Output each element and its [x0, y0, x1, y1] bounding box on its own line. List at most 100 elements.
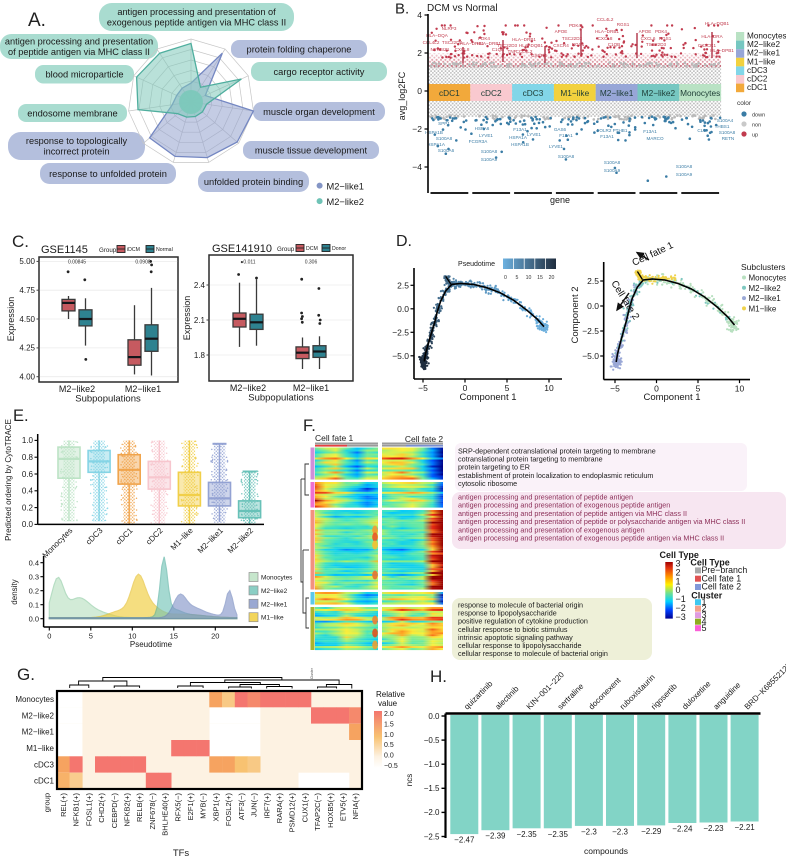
svg-text:Group: Group: [277, 246, 295, 253]
svg-text:M2−like1: M2−like1: [125, 384, 161, 394]
svg-text:5: 5: [702, 623, 707, 633]
svg-text:S100A9: S100A9: [481, 157, 498, 162]
svg-text:0.0: 0.0: [29, 615, 39, 624]
svg-text:protein targeting to ER: protein targeting to ER: [458, 463, 530, 472]
svg-text:M2−like2: M2−like2: [230, 383, 266, 393]
svg-text:gene: gene: [550, 195, 570, 205]
svg-text:Subpopulations: Subpopulations: [75, 394, 141, 405]
svg-text:XBP1(+): XBP1(+): [211, 792, 220, 821]
svg-text:FCGR3A: FCGR3A: [469, 139, 489, 144]
svg-text:0.2: 0.2: [22, 503, 34, 512]
svg-text:0.0: 0.0: [428, 712, 440, 721]
svg-text:down: down: [752, 113, 765, 119]
svg-text:0: 0: [463, 383, 468, 393]
svg-text:NFKB2(+): NFKB2(+): [122, 793, 131, 827]
svg-text:HLA−DRA: HLA−DRA: [701, 34, 723, 39]
svg-text:C1QB: C1QB: [608, 42, 621, 47]
svg-text:Component 2: Component 2: [570, 286, 581, 343]
svg-text:M1−like: M1−like: [749, 304, 777, 313]
svg-text:antigen processing and present: antigen processing and presentation of p…: [458, 509, 687, 518]
svg-text:SRP-dependent cotranslational: SRP-dependent cotranslational protein ta…: [458, 447, 656, 456]
svg-text:−2.35: −2.35: [548, 830, 569, 839]
svg-text:2.0: 2.0: [384, 711, 394, 718]
svg-text:1: 1: [676, 576, 681, 586]
svg-text:0: 0: [47, 632, 51, 641]
svg-text:PDK4: PDK4: [478, 36, 490, 41]
svg-text:C1QB: C1QB: [492, 47, 505, 52]
svg-text:S100A6: S100A6: [438, 148, 455, 153]
svg-text:FOLR2: FOLR2: [597, 128, 612, 133]
svg-text:0.4: 0.4: [22, 487, 34, 496]
svg-text:IRF7(+): IRF7(+): [262, 792, 271, 818]
svg-text:Monocytes: Monocytes: [41, 526, 75, 560]
svg-text:TSC22D3: TSC22D3: [646, 42, 667, 47]
svg-text:of peptide antigen via MHC cla: of peptide antigen via MHC class II: [8, 47, 150, 57]
svg-text:4: 4: [702, 616, 707, 626]
svg-text:Group: Group: [99, 247, 117, 254]
svg-text:0: 0: [654, 384, 659, 394]
svg-text:G.: G.: [17, 665, 35, 684]
svg-text:Cluster: Cluster: [310, 667, 314, 679]
svg-text:H.: H.: [430, 667, 447, 686]
svg-text:M2−like1: M2−like1: [293, 383, 329, 393]
svg-text:S100A8: S100A8: [676, 164, 693, 169]
svg-text:−2.0: −2.0: [424, 808, 440, 817]
svg-text:TSC22D3: TSC22D3: [497, 43, 518, 48]
svg-text:4: 4: [417, 10, 422, 20]
svg-text:response to lipopolysaccharide: response to lipopolysaccharide: [458, 609, 557, 618]
svg-text:rigosertib: rigosertib: [649, 681, 679, 711]
svg-text:−2.35: −2.35: [516, 830, 537, 839]
svg-text:M2−like1: M2−like1: [261, 601, 288, 608]
svg-text:protein folding chaperone: protein folding chaperone: [247, 44, 352, 54]
svg-text:density: density: [10, 579, 19, 604]
svg-text:D.: D.: [396, 233, 412, 250]
svg-text:F13A1: F13A1: [643, 129, 657, 134]
svg-text:−2.3: −2.3: [581, 827, 597, 836]
svg-text:blood microparticle: blood microparticle: [45, 70, 123, 80]
svg-text:SPP1: SPP1: [438, 121, 450, 126]
svg-text:M1−like: M1−like: [747, 57, 776, 66]
svg-text:TFs: TFs: [173, 848, 190, 859]
svg-text:4.75: 4.75: [19, 286, 35, 295]
svg-text:0.1: 0.1: [29, 601, 39, 610]
svg-text:Monocytes: Monocytes: [749, 274, 786, 283]
svg-text:Pseudotime: Pseudotime: [458, 261, 495, 268]
svg-text:10: 10: [128, 632, 136, 641]
svg-text:1: 1: [702, 597, 707, 607]
svg-text:exogenous peptide antigen via: exogenous peptide antigen via MHC class …: [107, 17, 286, 27]
svg-text:Cell Type: Cell Type: [660, 550, 699, 560]
svg-text:0.6: 0.6: [22, 470, 34, 479]
svg-text:cargo receptor activity: cargo receptor activity: [274, 67, 365, 77]
svg-text:Cell fate 2: Cell fate 2: [702, 582, 742, 592]
svg-text:Monocytes: Monocytes: [15, 695, 54, 704]
svg-text:5: 5: [696, 384, 701, 394]
svg-text:S100A8: S100A8: [719, 130, 736, 135]
svg-text:LYVE1: LYVE1: [527, 132, 541, 137]
svg-text:CCL4L2: CCL4L2: [597, 17, 614, 22]
svg-text:cDC3: cDC3: [523, 88, 544, 98]
svg-text:TNF: TNF: [508, 49, 517, 54]
svg-text:Predicted ordering by CytoTRAC: Predicted ordering by CytoTRACE: [4, 419, 13, 541]
svg-text:RETN: RETN: [722, 136, 735, 141]
svg-text:duloxetine: duloxetine: [680, 679, 713, 712]
svg-text:4.25: 4.25: [19, 344, 35, 353]
svg-text:cDC2: cDC2: [481, 88, 502, 98]
svg-text:group: group: [43, 793, 52, 812]
svg-text:3: 3: [702, 610, 707, 620]
svg-text:−2.47: −2.47: [454, 836, 475, 845]
svg-text:0.5: 0.5: [384, 742, 394, 749]
svg-text:LYVE1: LYVE1: [549, 144, 563, 149]
svg-text:3: 3: [676, 559, 681, 569]
svg-text:−5.0: −5.0: [582, 351, 599, 361]
svg-text:Normal: Normal: [156, 247, 173, 253]
svg-text:NLRP3: NLRP3: [442, 26, 457, 31]
svg-text:antigen processing and present: antigen processing and presentation of e…: [458, 534, 724, 543]
svg-text:FOSL2(+): FOSL2(+): [224, 792, 233, 826]
svg-text:DCM vs Normal: DCM vs Normal: [427, 3, 498, 14]
svg-text:−0.5: −0.5: [384, 763, 398, 770]
svg-text:HLA−DRB1: HLA−DRB1: [460, 41, 484, 46]
svg-text:HOXB5(+): HOXB5(+): [326, 793, 335, 828]
svg-text:anguidine: anguidine: [712, 680, 743, 711]
svg-text:M2−like2: M2−like2: [327, 197, 364, 207]
svg-text:S100A9: S100A9: [604, 168, 621, 173]
